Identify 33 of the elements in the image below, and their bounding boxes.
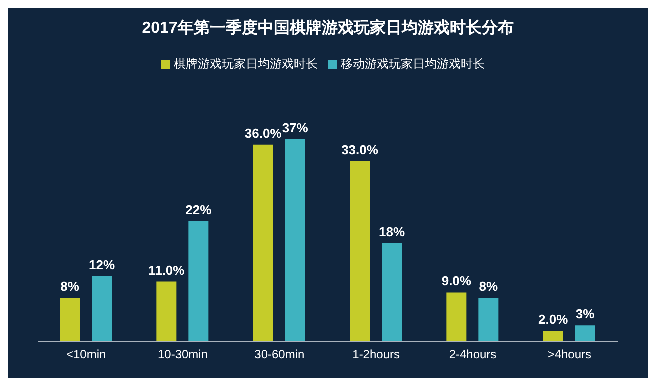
data-label: 18% <box>378 224 406 240</box>
legend-label: 移动游戏玩家日均游戏时长 <box>341 57 485 71</box>
bar <box>446 292 467 342</box>
x-tick-label: 30-60min <box>254 348 305 362</box>
bar <box>382 243 402 342</box>
bar <box>543 331 564 342</box>
data-label: 9.0% <box>442 274 472 289</box>
bar <box>575 326 596 342</box>
data-label: 22% <box>186 202 212 218</box>
chart-title: 2017年第一季度中国棋牌游戏玩家日均游戏时长分布 <box>141 18 515 39</box>
data-label: 36.0% <box>244 126 282 141</box>
bar <box>350 161 370 342</box>
bar <box>92 276 112 342</box>
x-tick-label: 2-4hours <box>449 348 497 362</box>
data-label: 11.0% <box>148 262 186 278</box>
data-label: 12% <box>88 257 116 272</box>
bar <box>156 282 177 342</box>
bar <box>478 298 499 342</box>
x-tick-label: 1-2hours <box>352 348 400 362</box>
x-tick-label: >4hours <box>548 348 592 362</box>
x-tick-label: 10-30min <box>158 348 208 362</box>
data-label: 33.0% <box>342 142 379 158</box>
bar <box>60 298 80 342</box>
x-tick-label: <10min <box>66 348 106 362</box>
data-label: 8% <box>479 279 498 294</box>
data-label: 3% <box>576 306 596 322</box>
bar <box>188 222 209 342</box>
data-label: 2.0% <box>538 312 569 328</box>
data-label: 8% <box>60 279 80 294</box>
legend-label: 棋牌游戏玩家日均游戏时长 <box>174 57 318 71</box>
bar <box>285 139 306 342</box>
bar <box>253 144 274 342</box>
data-label: 37% <box>282 120 309 136</box>
